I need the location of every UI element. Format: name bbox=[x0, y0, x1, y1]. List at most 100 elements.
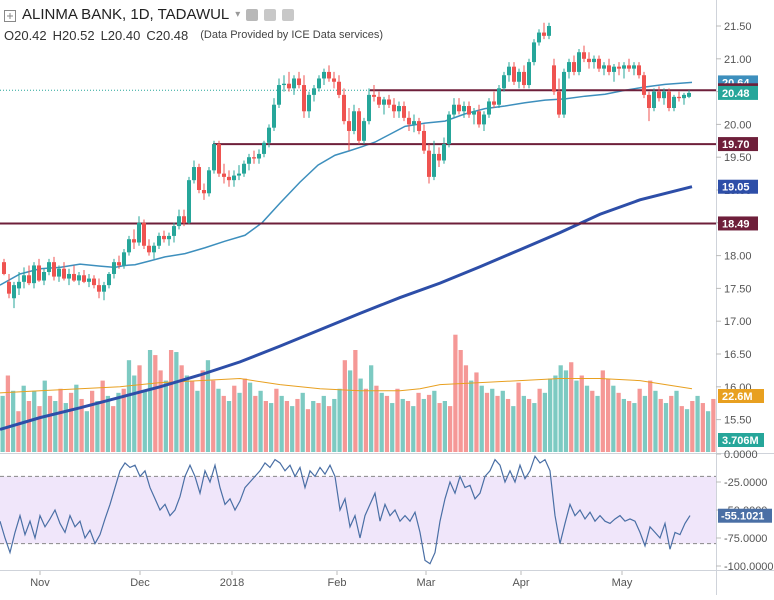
candle-body bbox=[242, 163, 246, 174]
candle-body bbox=[112, 262, 116, 274]
volume-bar bbox=[558, 365, 563, 452]
candle-body bbox=[297, 78, 301, 86]
volume-bar bbox=[584, 385, 590, 452]
volume-bar bbox=[363, 388, 369, 452]
volume-bar bbox=[16, 411, 21, 452]
volume-bar bbox=[590, 390, 595, 452]
candle-body bbox=[307, 94, 311, 112]
volume-bar bbox=[490, 388, 495, 452]
volume-bar bbox=[384, 395, 390, 452]
volume-bar bbox=[516, 382, 521, 452]
close-icon[interactable] bbox=[282, 8, 295, 21]
price-tick-label: 21.50 bbox=[724, 21, 752, 33]
ma-slow-line bbox=[0, 185, 693, 431]
candle-body bbox=[7, 281, 11, 294]
price-axis-badge bbox=[718, 216, 758, 231]
candle-body bbox=[47, 262, 51, 272]
volume-bar bbox=[132, 375, 137, 452]
volume-bar bbox=[90, 390, 95, 452]
candle-body bbox=[362, 121, 366, 141]
candle-body bbox=[157, 235, 161, 246]
volume-bar bbox=[453, 334, 458, 452]
candle-body bbox=[517, 71, 521, 82]
candle-body bbox=[62, 268, 66, 279]
rsi-line bbox=[0, 454, 691, 565]
volume-bar bbox=[442, 401, 447, 452]
volume-bar bbox=[242, 378, 247, 452]
candle-body bbox=[187, 180, 191, 223]
volume-bar bbox=[21, 385, 26, 452]
volume-bar bbox=[353, 350, 358, 452]
candle-body bbox=[562, 71, 566, 115]
candle-body bbox=[602, 65, 606, 69]
candle-body bbox=[77, 275, 81, 281]
volume-bar bbox=[295, 398, 300, 452]
rsi-value-badge bbox=[718, 508, 772, 523]
volume-bar bbox=[505, 398, 511, 452]
candle-body bbox=[97, 285, 101, 292]
candle-body bbox=[597, 58, 601, 69]
candle-body bbox=[192, 167, 196, 181]
candle-body bbox=[672, 96, 676, 108]
time-tick-label: Feb bbox=[328, 577, 347, 589]
candle-body bbox=[92, 278, 96, 286]
volume-bar bbox=[247, 382, 253, 452]
volume-bar bbox=[532, 403, 537, 452]
candle-body bbox=[617, 66, 621, 69]
candles-layer bbox=[2, 22, 691, 309]
volume-bar bbox=[216, 388, 221, 452]
volume-bar bbox=[269, 403, 274, 452]
candle-body bbox=[147, 245, 151, 253]
volume-bar bbox=[11, 390, 16, 452]
candle-body bbox=[132, 239, 136, 243]
volume-bar bbox=[458, 350, 463, 452]
volume-bar bbox=[437, 403, 442, 452]
candle-body bbox=[447, 114, 451, 145]
candle-body bbox=[387, 99, 391, 105]
chart-header: ALINMA BANK, 1D, TADAWUL ▾ O20.42 H20.52… bbox=[0, 0, 716, 48]
volume-bar bbox=[542, 392, 548, 452]
volume-bar bbox=[105, 395, 111, 452]
candle-body bbox=[282, 83, 286, 86]
candle-body bbox=[272, 104, 276, 128]
eye-icon[interactable] bbox=[246, 8, 259, 21]
candle-body bbox=[337, 81, 341, 95]
volume-bar bbox=[405, 401, 411, 452]
candle-body bbox=[637, 65, 641, 76]
ohlc-low: L20.40 bbox=[100, 28, 141, 43]
price-axis-badge-label: 19.70 bbox=[722, 139, 750, 151]
volume-bar bbox=[700, 403, 705, 452]
candle-body bbox=[137, 222, 141, 243]
volume-bar bbox=[474, 372, 479, 452]
volume-bar bbox=[37, 406, 42, 452]
volume-bar bbox=[316, 403, 321, 452]
candle-body bbox=[332, 78, 336, 82]
volume-bar bbox=[195, 390, 200, 452]
time-tick-label: Mar bbox=[417, 577, 436, 589]
collapse-icon[interactable] bbox=[4, 9, 16, 22]
volume-bar bbox=[32, 390, 37, 452]
volume-bar bbox=[305, 409, 311, 452]
volume-bar bbox=[205, 360, 211, 452]
volume-bar bbox=[253, 395, 258, 452]
volume-bar bbox=[153, 355, 158, 452]
dropdown-chevron-icon[interactable]: ▾ bbox=[235, 9, 241, 20]
volume-bar bbox=[342, 360, 347, 452]
settings-icon[interactable] bbox=[264, 8, 277, 21]
volume-bar bbox=[79, 398, 84, 452]
candle-body bbox=[422, 130, 426, 151]
volume-bar bbox=[369, 365, 374, 452]
rsi-tick-label: -75.0000 bbox=[724, 533, 767, 545]
volume-bar bbox=[553, 375, 558, 452]
candle-body bbox=[607, 65, 611, 72]
candle-body bbox=[647, 94, 651, 108]
candle-body bbox=[527, 62, 531, 86]
volume-bar bbox=[711, 398, 716, 452]
candle-body bbox=[397, 106, 401, 112]
time-tick-label: 2018 bbox=[220, 577, 244, 589]
candle-body bbox=[627, 65, 631, 69]
volume-bar bbox=[347, 370, 353, 452]
candle-body bbox=[492, 101, 496, 105]
candle-body bbox=[277, 85, 281, 105]
